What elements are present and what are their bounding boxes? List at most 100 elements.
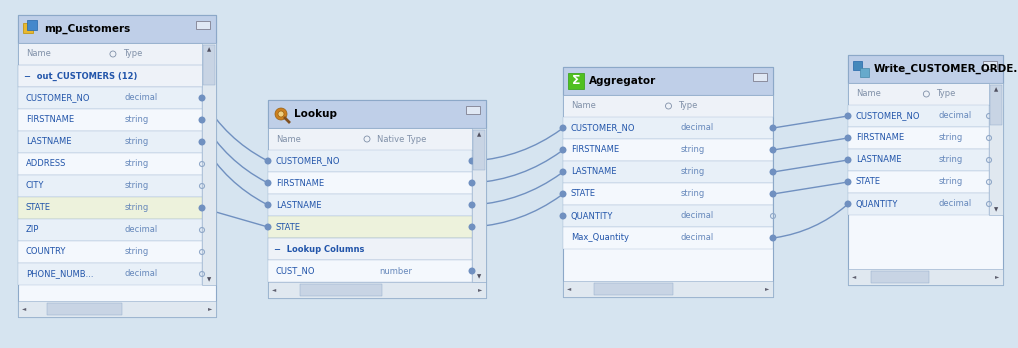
Circle shape xyxy=(265,223,272,230)
FancyBboxPatch shape xyxy=(593,283,673,295)
Text: Name: Name xyxy=(276,134,301,143)
Text: FIRSTNAME: FIRSTNAME xyxy=(571,145,619,155)
Text: PHONE_NUMB...: PHONE_NUMB... xyxy=(26,269,94,278)
Circle shape xyxy=(845,157,851,164)
Circle shape xyxy=(560,125,566,132)
FancyBboxPatch shape xyxy=(18,15,216,43)
FancyBboxPatch shape xyxy=(848,83,1003,105)
Circle shape xyxy=(770,125,777,132)
Text: Name: Name xyxy=(856,89,881,98)
Text: Native Type: Native Type xyxy=(377,134,427,143)
Text: ◄: ◄ xyxy=(21,307,26,311)
FancyBboxPatch shape xyxy=(47,303,122,315)
Circle shape xyxy=(560,190,566,198)
FancyBboxPatch shape xyxy=(848,193,989,215)
Text: STATE: STATE xyxy=(856,177,881,187)
FancyBboxPatch shape xyxy=(18,175,202,197)
FancyBboxPatch shape xyxy=(848,127,989,149)
FancyBboxPatch shape xyxy=(18,43,216,65)
Text: ◄: ◄ xyxy=(852,275,856,279)
Text: LASTNAME: LASTNAME xyxy=(571,167,617,176)
Text: string: string xyxy=(125,116,150,125)
Circle shape xyxy=(275,108,287,120)
FancyBboxPatch shape xyxy=(268,172,472,194)
Circle shape xyxy=(770,147,777,153)
FancyBboxPatch shape xyxy=(268,216,472,238)
Circle shape xyxy=(845,179,851,185)
FancyBboxPatch shape xyxy=(983,61,997,69)
Text: ►: ► xyxy=(477,287,483,293)
Text: ►: ► xyxy=(765,286,770,292)
FancyBboxPatch shape xyxy=(472,128,486,282)
FancyBboxPatch shape xyxy=(18,131,202,153)
Text: Σ: Σ xyxy=(572,74,580,87)
FancyBboxPatch shape xyxy=(268,128,486,150)
FancyBboxPatch shape xyxy=(18,65,216,87)
Text: string: string xyxy=(939,156,963,165)
Text: ►: ► xyxy=(208,307,212,311)
FancyBboxPatch shape xyxy=(563,205,773,227)
Circle shape xyxy=(265,180,272,187)
Text: QUANTITY: QUANTITY xyxy=(571,212,614,221)
Circle shape xyxy=(560,147,566,153)
Text: decimal: decimal xyxy=(680,124,714,133)
FancyBboxPatch shape xyxy=(196,21,210,29)
Text: string: string xyxy=(125,247,150,256)
Text: ▼: ▼ xyxy=(994,207,998,213)
Text: decimal: decimal xyxy=(939,199,971,208)
Text: decimal: decimal xyxy=(680,212,714,221)
Text: −  out_CUSTOMERS (12): − out_CUSTOMERS (12) xyxy=(24,71,137,81)
Text: Type: Type xyxy=(679,102,698,111)
Text: ►: ► xyxy=(995,275,999,279)
FancyBboxPatch shape xyxy=(18,241,202,263)
FancyBboxPatch shape xyxy=(300,284,382,296)
FancyBboxPatch shape xyxy=(563,67,773,297)
Text: string: string xyxy=(125,137,150,147)
Text: string: string xyxy=(680,167,704,176)
Circle shape xyxy=(770,168,777,175)
Text: LASTNAME: LASTNAME xyxy=(26,137,71,147)
Text: Lookup: Lookup xyxy=(294,109,337,119)
Text: ADDRESS: ADDRESS xyxy=(26,159,66,168)
Text: number: number xyxy=(379,267,412,276)
Text: LASTNAME: LASTNAME xyxy=(276,200,322,209)
Text: QUANTITY: QUANTITY xyxy=(856,199,898,208)
Text: CUSTOMER_NO: CUSTOMER_NO xyxy=(571,124,635,133)
Circle shape xyxy=(199,205,206,212)
Text: COUNTRY: COUNTRY xyxy=(26,247,66,256)
Text: FIRSTNAME: FIRSTNAME xyxy=(26,116,74,125)
Text: ▼: ▼ xyxy=(476,275,482,279)
Text: ◄: ◄ xyxy=(272,287,276,293)
FancyBboxPatch shape xyxy=(18,197,202,219)
Text: CUST_NO: CUST_NO xyxy=(276,267,316,276)
FancyBboxPatch shape xyxy=(18,301,216,317)
FancyBboxPatch shape xyxy=(268,100,486,128)
Text: Name: Name xyxy=(571,102,596,111)
Text: CUSTOMER_NO: CUSTOMER_NO xyxy=(856,111,920,120)
FancyBboxPatch shape xyxy=(563,117,773,139)
FancyBboxPatch shape xyxy=(753,73,767,81)
Text: decimal: decimal xyxy=(125,226,158,235)
FancyBboxPatch shape xyxy=(27,20,37,30)
Text: Max_Quantity: Max_Quantity xyxy=(571,234,629,243)
Text: LASTNAME: LASTNAME xyxy=(856,156,902,165)
FancyBboxPatch shape xyxy=(848,149,989,171)
FancyBboxPatch shape xyxy=(18,87,202,109)
Text: decimal: decimal xyxy=(680,234,714,243)
Text: −  Lookup Columns: − Lookup Columns xyxy=(274,245,364,253)
Circle shape xyxy=(845,134,851,142)
Text: STATE: STATE xyxy=(571,190,596,198)
FancyBboxPatch shape xyxy=(473,130,485,170)
FancyBboxPatch shape xyxy=(563,183,773,205)
Text: ▲: ▲ xyxy=(207,47,211,53)
FancyBboxPatch shape xyxy=(568,73,584,89)
Text: FIRSTNAME: FIRSTNAME xyxy=(276,179,324,188)
FancyBboxPatch shape xyxy=(18,219,202,241)
Text: ▼: ▼ xyxy=(207,277,211,283)
Text: string: string xyxy=(939,177,963,187)
FancyBboxPatch shape xyxy=(848,55,1003,285)
Text: string: string xyxy=(125,204,150,213)
FancyBboxPatch shape xyxy=(268,238,472,260)
Circle shape xyxy=(468,158,475,165)
Text: STATE: STATE xyxy=(276,222,301,231)
